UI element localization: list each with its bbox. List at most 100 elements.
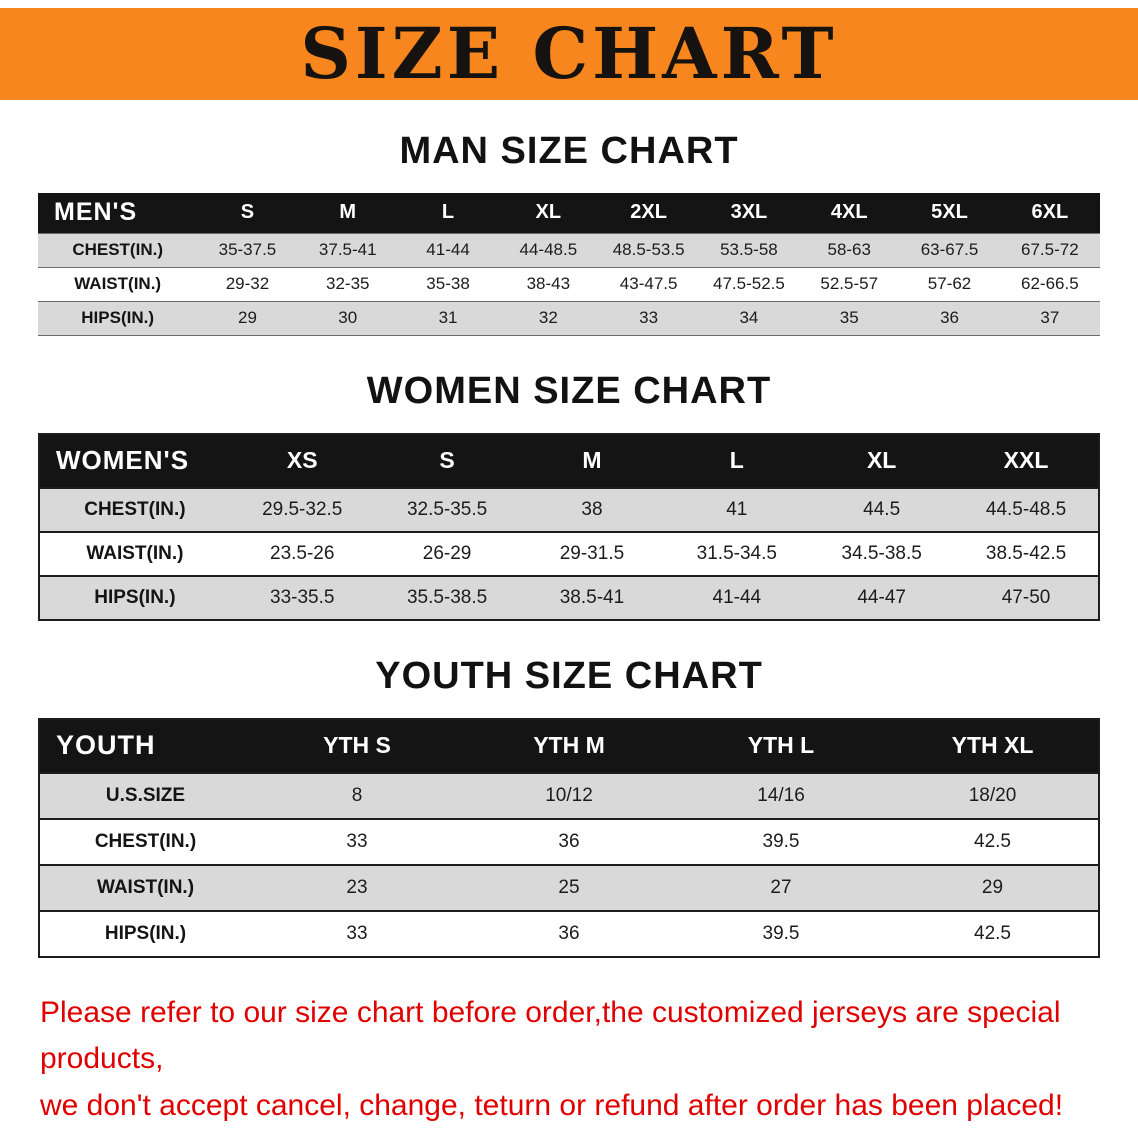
- size-value-cell: 32: [538, 308, 558, 327]
- size-value-cell: 25: [558, 876, 580, 898]
- size-table-grid: YOUTH YTH S YTH M YTH L YTH XL U.S.SIZE 8 10/12…: [38, 717, 1100, 958]
- size-value-cell: 33: [346, 922, 368, 944]
- size-value-cell: 29.5-32.5: [262, 498, 343, 520]
- size-value-cell: 32.5-35.5: [406, 498, 488, 520]
- size-value-cell: 39.5: [762, 922, 800, 944]
- size-value-cell: 48.5-53.5: [612, 240, 685, 259]
- size-value-cell: 29-31.5: [559, 542, 625, 564]
- disclaimer: Please refer to our size chart before or…: [40, 990, 1098, 1130]
- size-value-cell: 38.5-42.5: [985, 542, 1067, 564]
- size-value-cell: 30: [338, 308, 358, 327]
- size-value-cell: 39.5: [762, 830, 800, 852]
- column-header: YTH L: [675, 718, 887, 773]
- size-value-cell: 47.5-52.5: [713, 274, 785, 293]
- column-header: 6XL: [999, 193, 1100, 233]
- size-value-cell: 36: [940, 308, 959, 327]
- youth-size-table: YOUTH YTH S YTH M YTH L YTH XL U.S.SIZE 8 10/12…: [38, 717, 1100, 958]
- column-header: S: [374, 433, 520, 488]
- size-value-cell: 37.5-41: [318, 240, 377, 259]
- size-value-cell: 62-66.5: [1021, 274, 1079, 293]
- size-value-cell: 43-47.5: [619, 274, 678, 293]
- table-row: HIPS(IN.) 33 36 39.5 42.5: [39, 910, 1099, 957]
- size-value-cell: 47-50: [1001, 586, 1051, 608]
- size-value-cell: 36: [558, 922, 580, 944]
- row-label: WAIST(IN.): [96, 876, 195, 898]
- column-header: 4XL: [799, 193, 900, 233]
- women-section: WOMEN SIZE CHART WOMEN'S XS S M L XL XXL CHEST(…: [0, 370, 1138, 621]
- size-value-cell: 29-32: [225, 274, 270, 293]
- size-value-cell: 38: [581, 498, 603, 520]
- size-value-cell: 38.5-41: [559, 586, 625, 608]
- size-value-cell: 33-35.5: [270, 586, 335, 608]
- size-value-cell: 29: [237, 308, 257, 327]
- table-row: HIPS(IN.) 29 30 31 32 33 34 35 36 37: [38, 301, 1100, 335]
- column-header: YTH S: [251, 718, 463, 773]
- size-value-cell: 44-48.5: [519, 240, 578, 259]
- column-header: YTH XL: [887, 718, 1099, 773]
- size-value-cell: 23.5-26: [270, 542, 335, 564]
- size-value-cell: 23: [346, 876, 368, 898]
- row-label: CHEST(IN.): [94, 830, 197, 852]
- column-header: L: [397, 193, 499, 233]
- size-value-cell: 37: [1040, 308, 1060, 327]
- table-row: HIPS(IN.) 33-35.5 35.5-38.5 38.5-41 41-44 44-…: [39, 575, 1099, 620]
- table-header-row: MEN'S S M L XL 2XL 3XL 4XL 5XL 6XL: [38, 193, 1100, 233]
- size-value-cell: 14/16: [757, 784, 805, 806]
- size-value-cell: 35: [839, 308, 859, 327]
- men-size-table: MEN'S S M L XL 2XL 3XL 4XL 5XL 6XL CHEST(IN.) 35-37…: [38, 193, 1100, 336]
- row-label: U.S.SIZE: [105, 784, 186, 806]
- size-value-cell: 41-44: [426, 240, 470, 259]
- column-header: L: [664, 433, 810, 488]
- row-label: WAIST(IN.): [74, 274, 162, 293]
- size-value-cell: 42.5: [974, 922, 1011, 944]
- table-row: CHEST(IN.) 33 36 39.5 42.5: [39, 818, 1099, 865]
- disclaimer-line-1: Please refer to our size chart before or…: [40, 995, 1061, 1076]
- row-label: HIPS(IN.): [94, 586, 176, 608]
- size-value-cell: 53.5-58: [720, 240, 778, 259]
- size-value-cell: 33: [346, 830, 368, 852]
- size-value-cell: 41: [726, 498, 748, 520]
- size-value-cell: 35-37.5: [218, 240, 277, 259]
- row-label: WAIST(IN.): [86, 542, 184, 564]
- size-table-grid: WOMEN'S XS S M L XL XXL CHEST(IN.) 29.5-32.5 32.5…: [38, 432, 1100, 621]
- size-value-cell: 44-47: [857, 586, 906, 608]
- column-header: XL: [498, 193, 599, 233]
- size-value-cell: 32-35: [326, 274, 370, 293]
- table-row: WAIST(IN.) 29-32 32-35 35-38 38-43 43-47.5 47.…: [38, 267, 1100, 301]
- size-table-grid: MEN'S S M L XL 2XL 3XL 4XL 5XL 6XL CHEST(IN.) 35-37…: [38, 193, 1100, 336]
- men-section: MAN SIZE CHART MEN'S S M L XL 2XL 3XL 4XL 5XL 6XL…: [0, 130, 1138, 336]
- column-header: YTH M: [463, 718, 675, 773]
- youth-section-heading: YOUTH SIZE CHART: [375, 654, 763, 697]
- size-value-cell: 38-43: [526, 274, 571, 293]
- size-value-cell: 27: [770, 876, 792, 898]
- size-value-cell: 44.5: [863, 498, 901, 520]
- size-value-cell: 31.5-34.5: [696, 542, 777, 564]
- size-value-cell: 42.5: [974, 830, 1011, 852]
- column-header: 3XL: [698, 193, 800, 233]
- size-value-cell: 35.5-38.5: [406, 586, 488, 608]
- size-value-cell: 34.5-38.5: [841, 542, 922, 564]
- column-header: XXL: [954, 433, 1099, 488]
- women-section-heading: WOMEN SIZE CHART: [366, 369, 772, 412]
- table-header-row: YOUTH YTH S YTH M YTH L YTH XL: [39, 718, 1099, 773]
- column-header: 5XL: [899, 193, 1000, 233]
- women-size-table: WOMEN'S XS S M L XL XXL CHEST(IN.) 29.5-32.5 32.5…: [38, 432, 1100, 621]
- disclaimer-line-2: we don't accept cancel, change, teturn o…: [40, 1088, 1064, 1122]
- men-section-heading: MAN SIZE CHART: [399, 130, 739, 172]
- banner: SIZE CHART: [0, 8, 1138, 100]
- youth-section: YOUTH SIZE CHART YOUTH YTH S YTH M YTH L YTH…: [0, 655, 1138, 958]
- table-row: U.S.SIZE 8 10/12 14/16 18/20: [39, 772, 1099, 819]
- size-value-cell: 44.5-48.5: [985, 498, 1067, 520]
- size-value-cell: 10/12: [545, 784, 593, 806]
- table-corner-label: MEN'S: [38, 193, 198, 233]
- size-value-cell: 31: [438, 308, 458, 327]
- size-value-cell: 58-63: [827, 240, 871, 259]
- column-header: XS: [229, 433, 375, 488]
- row-label: HIPS(IN.): [104, 922, 187, 944]
- table-header-row: WOMEN'S XS S M L XL XXL: [39, 433, 1099, 488]
- column-header: S: [197, 193, 298, 233]
- table-row: WAIST(IN.) 23.5-26 26-29 29-31.5 31.5-34.5 34…: [39, 531, 1099, 576]
- row-label: HIPS(IN.): [81, 308, 155, 327]
- size-value-cell: 41-44: [712, 586, 762, 608]
